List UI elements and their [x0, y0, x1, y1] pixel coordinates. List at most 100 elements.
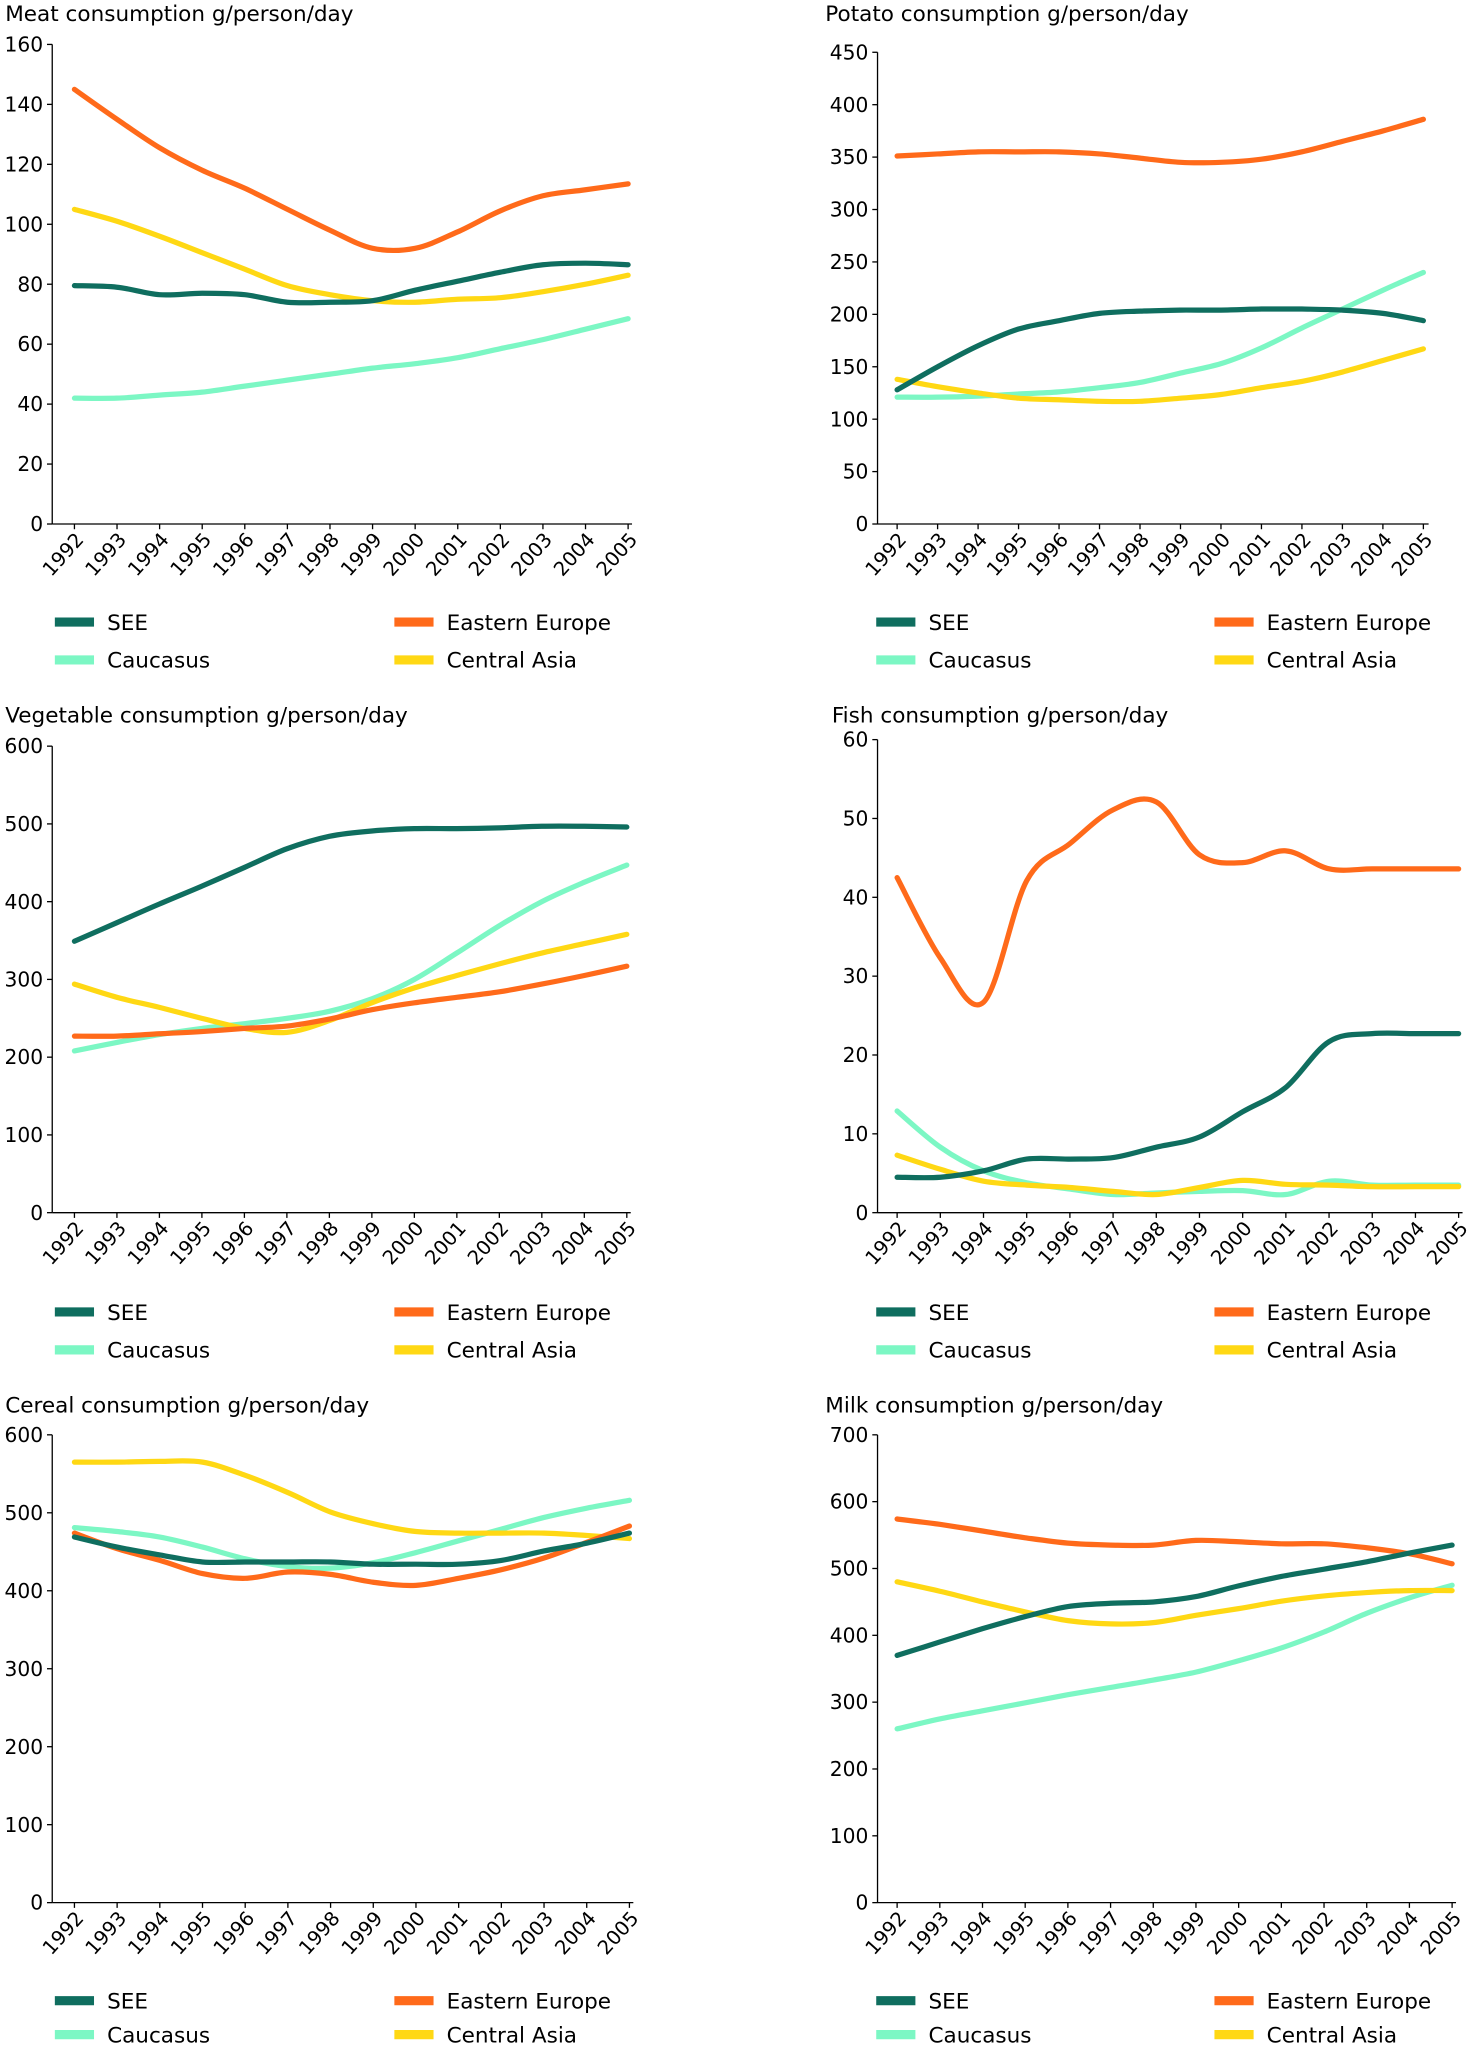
y-tick-label: 200	[830, 302, 869, 326]
y-tick-label: 100	[830, 407, 869, 431]
x-tick-label: 1995	[989, 1907, 1039, 1959]
x-tick-label: 2005	[592, 528, 642, 580]
series-line-eastern-europe	[71, 1523, 633, 1589]
y-tick-label: 40	[843, 885, 869, 909]
x-tick-label: 1995	[166, 528, 216, 580]
series-line-see	[71, 1530, 633, 1568]
x-tick-label: 2000	[378, 1217, 428, 1269]
x-tick-label: 1998	[1117, 1907, 1167, 1959]
x-tick-label: 2005	[1387, 528, 1437, 580]
legend-label-eastern-europe: Eastern Europe	[447, 611, 611, 636]
x-tick-label: 2000	[380, 1907, 430, 1959]
x-tick-label: 2004	[1379, 1217, 1429, 1269]
legend-item-eastern-europe: Eastern Europe	[1214, 1301, 1431, 1326]
y-tick-label: 120	[4, 152, 43, 176]
milk-axes: 0100200300400500600700199219931994199519…	[830, 1423, 1466, 1960]
x-tick-label: 2002	[1266, 528, 1316, 580]
x-tick-label: 1994	[947, 1217, 997, 1269]
x-tick-label: 1992	[38, 1907, 88, 1959]
x-tick-label: 2000	[1202, 1907, 1252, 1959]
series-line-caucasus	[71, 1497, 633, 1571]
legend-label-see: SEE	[928, 611, 969, 636]
legend-item-eastern-europe: Eastern Europe	[1214, 611, 1431, 636]
series-line-see	[894, 1542, 1455, 1659]
x-tick-label: 1997	[1077, 1217, 1127, 1269]
x-tick-label: 1994	[946, 1907, 996, 1959]
x-tick-label: 1995	[990, 1217, 1040, 1269]
legend-label-eastern-europe: Eastern Europe	[1267, 1989, 1431, 2014]
legend-label-central-asia: Central Asia	[447, 1339, 577, 1364]
vegetable-series	[71, 823, 630, 1054]
potato-series	[894, 116, 1426, 405]
series-line-see	[71, 823, 630, 944]
series-line-caucasus	[71, 862, 630, 1054]
y-tick-label: 60	[17, 332, 43, 356]
x-tick-label: 1995	[166, 1217, 216, 1269]
x-tick-label: 1999	[335, 1217, 385, 1269]
x-tick-label: 1994	[942, 528, 992, 580]
y-tick-label: 50	[843, 807, 869, 831]
legend-label-eastern-europe: Eastern Europe	[1267, 611, 1431, 636]
y-tick-label: 100	[4, 1123, 43, 1147]
y-tick-label: 400	[830, 93, 869, 117]
vegetable-legend: SEE Eastern Europe Caucasus Central Asia	[54, 1301, 611, 1364]
legend-item-eastern-europe: Eastern Europe	[1214, 1989, 1431, 2014]
milk-legend: SEE Eastern Europe Caucasus Central Asia	[876, 1989, 1431, 2048]
x-tick-label: 1994	[123, 1217, 173, 1269]
legend-item-caucasus: Caucasus	[54, 2023, 210, 2048]
vegetable-axes: 0100200300400500600199219931994199519961…	[4, 734, 640, 1269]
y-tick-label: 100	[4, 212, 43, 236]
fish-chart-title: Fish consumption g/person/day	[832, 704, 1169, 729]
y-tick-label: 200	[4, 1045, 43, 1069]
legend-label-see: SEE	[928, 1301, 969, 1326]
milk-series	[894, 1516, 1455, 1732]
y-tick-label: 160	[4, 33, 43, 57]
x-tick-label: 1997	[252, 1907, 302, 1959]
x-tick-label: 1999	[336, 528, 386, 580]
meat-chart: Meat consumption g/person/day 0 20 40 60 80 10…	[4, 2, 642, 674]
x-tick-label: 2002	[465, 1907, 515, 1959]
y-tick-label: 300	[830, 1690, 869, 1714]
x-tick-label: 1992	[861, 528, 911, 580]
legend-label-central-asia: Central Asia	[447, 2023, 577, 2048]
x-tick-label: 2003	[507, 528, 557, 580]
x-tick-label: 1999	[1144, 528, 1194, 580]
x-tick-label: 1993	[904, 1217, 954, 1269]
y-tick-label: 450	[830, 40, 869, 64]
x-tick-label: 1998	[1104, 528, 1154, 580]
legend-label-see: SEE	[107, 1989, 148, 2014]
x-tick-label: 1998	[293, 1217, 343, 1269]
series-line-caucasus	[894, 1582, 1455, 1732]
y-tick-label: 0	[856, 1201, 869, 1225]
y-tick-label: 300	[830, 198, 869, 222]
series-line-eastern-europe	[71, 86, 631, 254]
legend-item-eastern-europe: Eastern Europe	[394, 1989, 611, 2014]
x-tick-label: 1995	[982, 528, 1032, 580]
x-tick-label: 2005	[590, 1217, 640, 1269]
x-tick-label: 2002	[464, 528, 514, 580]
y-tick-label: 40	[17, 392, 43, 416]
x-tick-label: 1993	[81, 1907, 131, 1959]
legend-label-eastern-europe: Eastern Europe	[1267, 1301, 1431, 1326]
legend-item-central-asia: Central Asia	[1214, 649, 1397, 674]
legend-label-eastern-europe: Eastern Europe	[447, 1989, 611, 2014]
vegetable-chart-title: Vegetable consumption g/person/day	[5, 704, 408, 729]
legend-item-central-asia: Central Asia	[394, 649, 577, 674]
x-tick-label: 1999	[1160, 1907, 1210, 1959]
y-tick-label: 20	[17, 452, 43, 476]
x-tick-label: 1999	[1163, 1217, 1213, 1269]
x-tick-label: 2000	[1206, 1217, 1256, 1269]
meat-axes: 0204060801001201401601992199319941995199…	[4, 33, 642, 581]
x-tick-label: 1996	[1032, 1907, 1082, 1959]
y-tick-label: 300	[4, 1657, 43, 1681]
legend-item-see: SEE	[876, 1989, 969, 2014]
x-tick-label: 1997	[251, 1217, 301, 1269]
legend-item-caucasus: Caucasus	[54, 1339, 210, 1364]
legend-item-see: SEE	[54, 1989, 148, 2014]
y-tick-label: 0	[30, 1891, 43, 1915]
legend-label-caucasus: Caucasus	[928, 2023, 1031, 2048]
x-tick-label: 1992	[38, 1217, 88, 1269]
cereal-chart-title: Cereal consumption g/person/day	[5, 1394, 369, 1419]
fish-chart: Fish consumption g/person/day 0 10 20 30 40 50…	[832, 704, 1473, 1364]
